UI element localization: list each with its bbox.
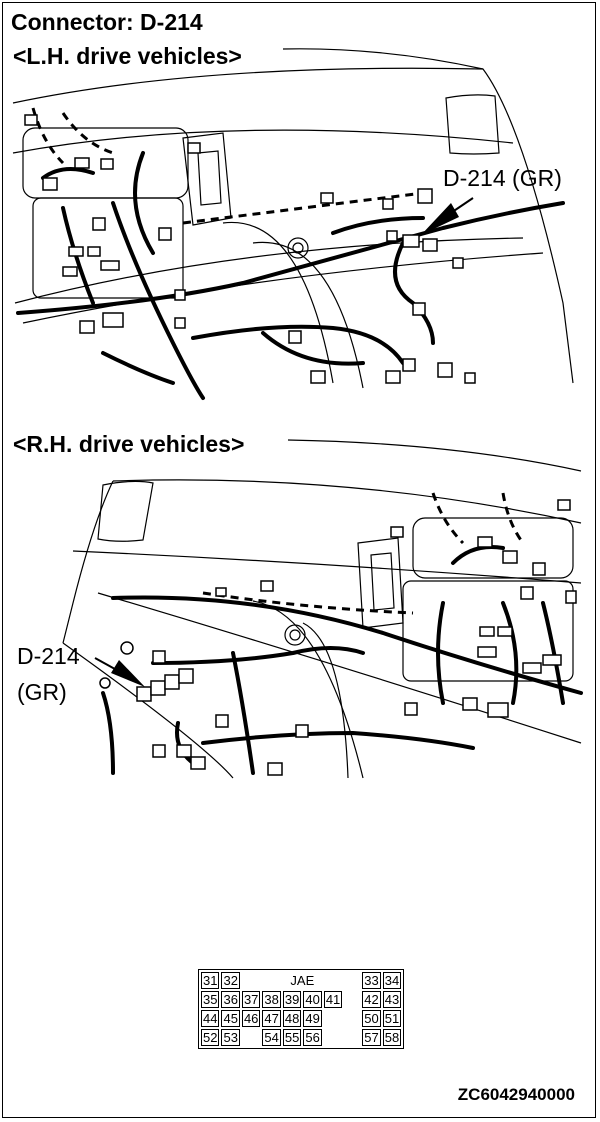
pin-cell: 38 [262, 991, 281, 1008]
pin-cell: 41 [323, 991, 343, 1008]
pin-cell: 48 [282, 1010, 302, 1027]
lh-d214-connector [402, 234, 420, 248]
pin-cell: 39 [282, 991, 302, 1008]
figure-code: ZC6042940000 [457, 1085, 575, 1104]
lh-grommet [287, 237, 309, 259]
pin-cell: 42 [362, 991, 381, 1008]
lh-d214-callout: D-214 (GR) [443, 165, 562, 191]
pin-cell-empty [344, 972, 360, 989]
pin-cell: 57 [362, 1029, 381, 1046]
pin-cell: 34 [382, 972, 402, 989]
connector-pin-face: 31 32 JAE 33 34 35 36 37 38 39 40 41 42 … [198, 969, 405, 1049]
pin-cell: 44 [201, 1010, 220, 1027]
lh-callout-arrow [421, 197, 474, 235]
pin-cell: 49 [303, 1010, 322, 1027]
pin-cell: 43 [382, 991, 402, 1008]
pin-cell: 40 [303, 991, 322, 1008]
pin-cell: 45 [221, 1010, 240, 1027]
rh-d214-callout-color: (GR) [17, 679, 67, 705]
pin-cell: 54 [262, 1029, 281, 1046]
rh-dash-outline [287, 439, 582, 472]
rh-callout-arrow [94, 657, 145, 687]
lh-dash-outline [282, 48, 574, 384]
pin-cell-empty [242, 972, 260, 989]
pin-cell: 46 [241, 1010, 261, 1027]
pin-cell: 50 [362, 1010, 381, 1027]
pin-row: 44 45 46 47 48 49 50 51 [201, 1010, 402, 1027]
pin-cell: 55 [282, 1029, 302, 1046]
pin-cell-empty [344, 991, 360, 1008]
rh-dash-top [112, 479, 582, 524]
maker-mark: JAE [290, 973, 315, 988]
lh-drive-title: <L.H. drive vehicles> [13, 43, 242, 69]
rh-d214-callout-name: D-214 [17, 643, 80, 669]
pin-row: 31 32 JAE 33 34 [201, 972, 402, 989]
pin-row: 52 53 54 55 56 57 58 [201, 1029, 402, 1046]
pin-cell: 51 [382, 1010, 402, 1027]
rh-drive-title: <R.H. drive vehicles> [13, 431, 245, 457]
rh-console-box [412, 517, 574, 579]
lh-glovebox [445, 94, 500, 155]
rh-grommet [284, 624, 306, 646]
pin-cell: 52 [201, 1029, 220, 1046]
pin-cell: 31 [201, 972, 220, 989]
pin-cell-empty [324, 1010, 342, 1027]
rh-d214-connector [136, 686, 152, 702]
rh-glovebox [97, 480, 154, 542]
pin-cell-empty [242, 1029, 260, 1046]
pin-cell: 32 [221, 972, 240, 989]
pin-cell-empty [324, 1029, 342, 1046]
pin-cell: 58 [382, 1029, 402, 1046]
pin-row: 35 36 37 38 39 40 41 42 43 [201, 991, 402, 1008]
pin-cell-empty [344, 1010, 360, 1027]
pin-cell: 47 [262, 1010, 281, 1027]
lh-dash-top [12, 67, 484, 104]
pin-cell-empty [344, 1029, 360, 1046]
rh-dashboard-illustration [62, 439, 583, 779]
lh-dashboard-illustration [12, 48, 574, 400]
pin-cell: 56 [303, 1029, 322, 1046]
pin-cell: 36 [221, 991, 240, 1008]
pin-cell: 33 [362, 972, 381, 989]
pin-cell: 53 [221, 1029, 240, 1046]
pin-cell: 37 [241, 991, 261, 1008]
connector-heading: Connector: D-214 [11, 9, 203, 35]
pin-cell: 35 [201, 991, 220, 1008]
